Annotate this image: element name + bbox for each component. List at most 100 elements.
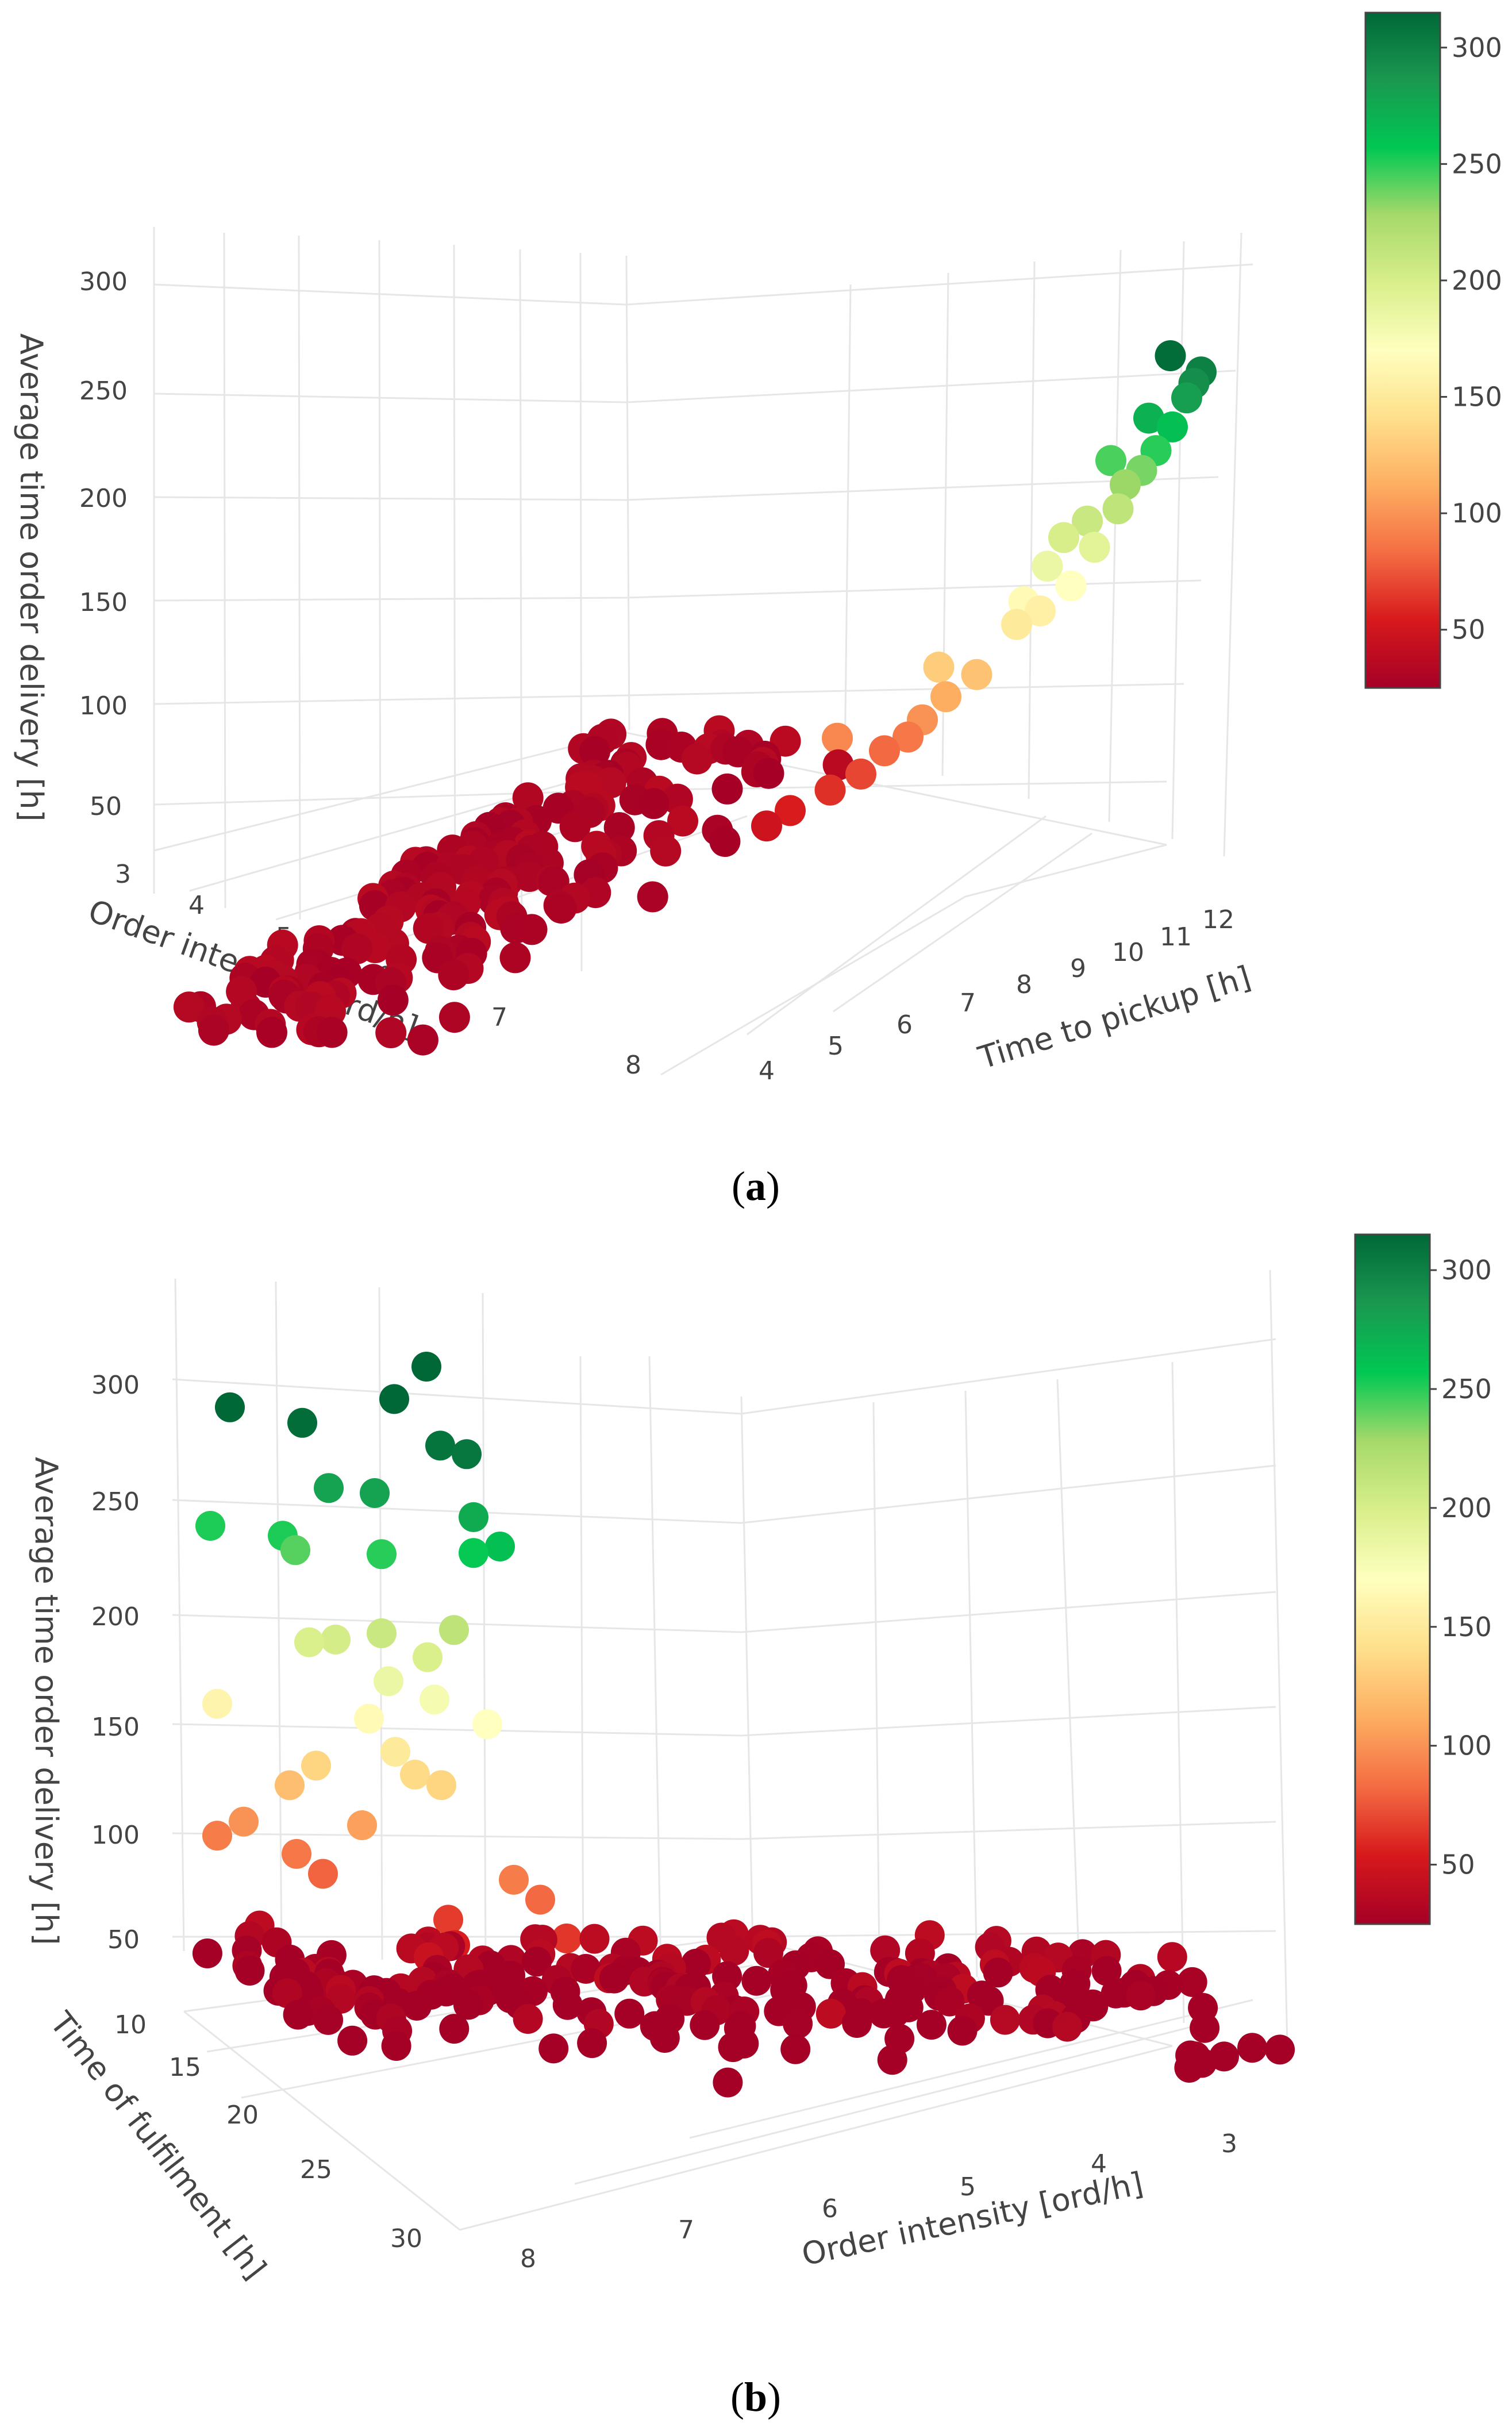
- data-point: [375, 1017, 407, 1048]
- data-point: [402, 1991, 432, 2021]
- data-point: [1190, 2013, 1220, 2043]
- x-tick: 4: [1091, 2149, 1107, 2179]
- data-point: [649, 2023, 680, 2053]
- data-point: [301, 1751, 331, 1781]
- data-point: [681, 743, 713, 775]
- data-point: [283, 1999, 313, 2030]
- data-point: [499, 942, 531, 974]
- data-point: [638, 788, 670, 820]
- data-point: [579, 1924, 610, 1954]
- data-point: [420, 1684, 449, 1715]
- data-point: [1125, 1980, 1156, 2011]
- panel-a-points: [173, 340, 1217, 1056]
- data-point: [439, 1615, 469, 1645]
- data-point: [282, 1838, 311, 1869]
- panel-b: 300 250 200 150 100 50 Average time orde…: [28, 1233, 1492, 2420]
- data-point: [522, 1947, 552, 1977]
- data-point: [741, 1965, 772, 1996]
- data-point: [842, 2008, 872, 2038]
- data-point: [360, 1478, 390, 1508]
- data-point: [1032, 551, 1063, 582]
- data-point: [538, 865, 570, 897]
- data-point: [892, 721, 924, 753]
- data-point: [472, 1709, 502, 1740]
- panel-b-y-ticks: 10 15 20 25 30: [114, 2010, 422, 2253]
- data-point: [961, 659, 992, 690]
- data-point: [1102, 493, 1134, 525]
- z-tick: 100: [91, 1821, 140, 1850]
- data-point: [195, 1511, 225, 1541]
- data-point: [983, 1957, 1013, 1988]
- data-point: [374, 1666, 403, 1697]
- data-point: [438, 959, 470, 991]
- data-point: [869, 735, 900, 767]
- data-point: [751, 810, 782, 842]
- data-point: [275, 1770, 305, 1801]
- data-point: [1157, 411, 1188, 443]
- data-point: [337, 2025, 368, 2056]
- data-point: [599, 1963, 629, 1994]
- data-point: [256, 1017, 287, 1048]
- data-point: [753, 757, 784, 789]
- data-point: [545, 893, 577, 924]
- data-point: [815, 1998, 846, 2029]
- data-point: [650, 835, 682, 867]
- y-tick: 4: [759, 1056, 775, 1086]
- colorbar-b: [1354, 1233, 1431, 1925]
- y-tick: 7: [960, 988, 976, 1018]
- data-point: [453, 1990, 483, 2020]
- data-point: [316, 1017, 348, 1048]
- z-tick: 250: [91, 1487, 140, 1517]
- y-tick: 11: [1160, 922, 1192, 952]
- z-tick: 100: [79, 691, 128, 721]
- data-point: [280, 1535, 310, 1565]
- data-point: [579, 736, 610, 767]
- colorbar-tick-label: 300: [1441, 1255, 1492, 1286]
- colorbar-tick-label: 250: [1441, 1374, 1492, 1405]
- data-point: [413, 1642, 443, 1672]
- y-tick: 30: [390, 2224, 422, 2253]
- z-tick: 300: [79, 267, 128, 297]
- data-point: [354, 1703, 384, 1734]
- panel-a-y-ticks: 4 5 6 7 8 9 10 11 12: [759, 905, 1234, 1086]
- colorbar-tick-label: 200: [1441, 1492, 1492, 1524]
- z-tick: 150: [91, 1713, 140, 1742]
- data-point: [192, 1938, 222, 1968]
- data-point: [287, 1407, 317, 1438]
- data-point: [198, 1014, 229, 1046]
- panel-b-points: [192, 1352, 1295, 2098]
- colorbar-tick-label: 50: [1441, 1849, 1475, 1880]
- data-point: [681, 1948, 711, 1979]
- data-point: [1171, 382, 1202, 414]
- x-tick: 6: [822, 2194, 838, 2224]
- x-tick: 4: [188, 891, 205, 920]
- data-point: [538, 2033, 569, 2064]
- data-point: [513, 2004, 543, 2034]
- data-point: [516, 914, 548, 945]
- x-tick: 8: [520, 2244, 536, 2274]
- data-point: [202, 1688, 232, 1719]
- data-point: [637, 881, 668, 913]
- data-point: [718, 2032, 748, 2063]
- data-point: [308, 1859, 338, 1889]
- data-point: [845, 758, 876, 790]
- data-point: [314, 1473, 344, 1503]
- data-point: [438, 1002, 470, 1033]
- data-point: [1237, 2033, 1267, 2063]
- data-point: [571, 1953, 601, 1984]
- colorbar-a: [1364, 11, 1441, 689]
- data-point: [1055, 570, 1087, 602]
- colorbar-tick-label: 300: [1452, 32, 1502, 63]
- data-point: [1101, 1978, 1131, 2009]
- panel-a-z-ticks: 300 250 200 150 100 50: [79, 267, 128, 821]
- data-point: [990, 2005, 1020, 2035]
- data-point: [783, 2009, 813, 2039]
- data-point: [1110, 469, 1141, 501]
- y-tick: 9: [1070, 954, 1086, 983]
- colorbar-tick-label: 100: [1441, 1730, 1492, 1761]
- data-point: [1155, 340, 1186, 371]
- data-point: [719, 1936, 749, 1966]
- data-point: [713, 2067, 743, 2098]
- data-point: [400, 1759, 430, 1790]
